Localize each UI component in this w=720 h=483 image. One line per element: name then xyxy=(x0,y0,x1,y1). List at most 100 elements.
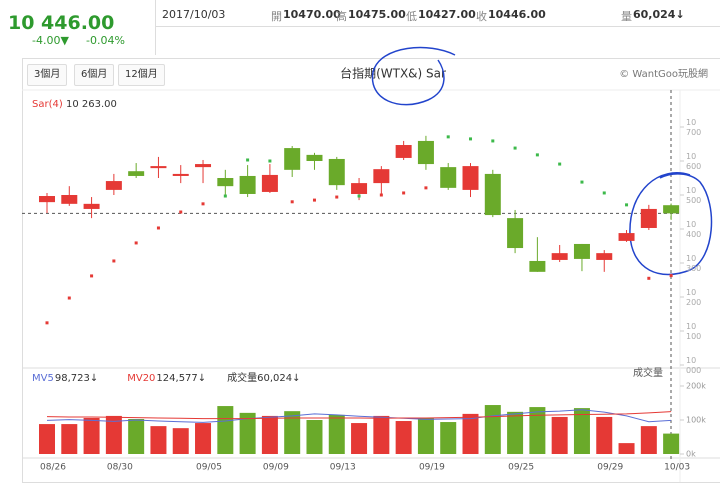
legend-name: MV5 xyxy=(32,373,54,384)
volume-bar xyxy=(39,424,55,454)
volume-bar xyxy=(61,424,78,454)
x-tick-label: 09/19 xyxy=(419,463,445,473)
candle-body xyxy=(440,167,457,188)
y-tick-label: 0k xyxy=(686,450,696,459)
period-button[interactable]: 3個月 xyxy=(27,64,68,86)
candle-body xyxy=(618,233,635,241)
volume-bar xyxy=(128,418,145,454)
candle-body xyxy=(217,178,234,187)
legend-name: 成交量 xyxy=(227,371,257,384)
x-tick-label: 10/03 xyxy=(664,463,690,473)
sar-dot xyxy=(513,146,517,150)
candle-body xyxy=(484,173,501,216)
sar-dot xyxy=(268,159,272,163)
period-button[interactable]: 6個月 xyxy=(74,64,115,86)
legend-value: 124,577↓ xyxy=(156,373,206,384)
volume-bar xyxy=(373,415,390,454)
volume-bar xyxy=(573,408,590,454)
candle-body xyxy=(417,140,434,165)
volume-bar xyxy=(417,417,434,454)
y-tick-label: 10 700 xyxy=(686,118,701,137)
panel-label: 成交量 xyxy=(633,366,663,379)
volume-bar xyxy=(529,407,546,454)
sar-dot xyxy=(647,276,651,280)
x-tick-label: 09/13 xyxy=(330,463,356,473)
candle-body xyxy=(261,174,278,192)
x-tick-label: 08/26 xyxy=(40,463,66,473)
volume-bar xyxy=(150,426,167,454)
sar-dot xyxy=(290,200,294,204)
sar-dot xyxy=(223,194,227,198)
candle-body xyxy=(239,175,256,194)
quote-panel: 10 446.00 -4.00▼ -0.04% xyxy=(0,0,156,55)
y-tick-label: 10 600 xyxy=(686,152,701,171)
copyright: © WantGoo玩股網 xyxy=(619,67,708,80)
candle-body xyxy=(663,205,680,214)
ma-line xyxy=(46,409,672,423)
candle-body xyxy=(150,166,167,169)
candle-body xyxy=(39,196,55,203)
sar-dot xyxy=(535,153,539,157)
ma-line xyxy=(46,411,672,420)
candle-body xyxy=(507,218,524,249)
annotation-circle xyxy=(629,172,713,276)
candle-body xyxy=(172,173,189,176)
candle-body xyxy=(105,181,122,190)
candle-body xyxy=(395,145,412,158)
field-label: 開 xyxy=(271,10,282,23)
y-tick-label: 10 400 xyxy=(686,220,701,239)
sar-dot xyxy=(45,321,49,325)
candle-body xyxy=(83,203,100,209)
field-value: 10446.00 xyxy=(488,8,546,21)
sar-dot xyxy=(246,158,250,162)
legend-value: 98,723↓ xyxy=(55,373,98,384)
quote-bar: 2017/10/03 開 10470.00 高 10475.00 低 10427.00 收 1… xyxy=(156,4,720,27)
y-tick-label: 10 200 xyxy=(686,288,701,307)
sar-dot xyxy=(469,137,473,141)
x-tick-label: 09/25 xyxy=(508,463,534,473)
candle-body xyxy=(573,243,590,259)
sar-dot xyxy=(335,195,339,199)
volume-bar xyxy=(351,423,368,454)
sar-dot xyxy=(379,193,383,197)
candle-body xyxy=(306,154,323,161)
field-value: 10475.00 xyxy=(348,8,406,21)
sar-dot xyxy=(90,274,94,278)
sar-dot xyxy=(134,241,138,245)
field-value: 60,024↓ xyxy=(633,8,685,21)
y-tick-label: 200k xyxy=(686,382,706,391)
sar-dot xyxy=(112,259,116,263)
volume-bar xyxy=(172,428,189,454)
volume-bar xyxy=(284,411,301,454)
volume-bar xyxy=(551,416,568,454)
y-tick-label: 10 100 xyxy=(686,322,701,341)
price: 10 446.00 xyxy=(8,12,115,34)
sar-dot xyxy=(558,162,562,166)
volume-bar xyxy=(507,411,524,454)
field-label: 高 xyxy=(336,10,347,23)
field-value: 10470.00 xyxy=(283,8,341,21)
sar-dot xyxy=(357,194,361,198)
candle-body xyxy=(195,164,212,168)
sar-legend-value: 10 263.00 xyxy=(66,99,117,110)
period-button[interactable]: 12個月 xyxy=(118,64,165,86)
volume-bar xyxy=(462,413,479,454)
x-tick-label: 09/29 xyxy=(597,463,623,473)
candle-body xyxy=(596,253,613,260)
chart-title: 台指期(WTX&) Sar xyxy=(340,66,446,81)
volume-bar xyxy=(440,422,457,454)
sar-dot xyxy=(580,180,584,184)
volume-bar xyxy=(640,426,657,454)
candle-body xyxy=(462,166,479,190)
volume-bar xyxy=(217,406,234,454)
sar-dot xyxy=(424,186,428,190)
sar-dot xyxy=(67,296,71,300)
date: 2017/10/03 xyxy=(162,8,226,21)
candle-body xyxy=(373,169,390,184)
volume-bar xyxy=(306,420,323,454)
change: -4.00▼ xyxy=(32,34,69,47)
sar-dot xyxy=(669,274,673,278)
sar-legend: Sar(4) xyxy=(32,99,63,110)
volume-bar xyxy=(328,414,345,454)
